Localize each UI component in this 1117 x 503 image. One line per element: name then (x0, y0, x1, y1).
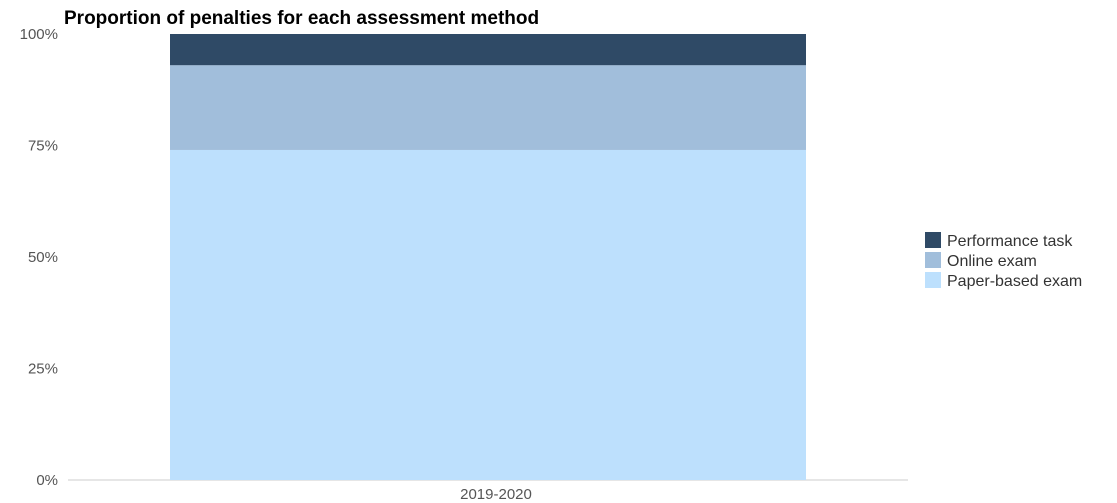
y-axis-tick-labels: 0% 25% 50% 75% 100% (20, 26, 58, 489)
chart-title: Proportion of penalties for each assessm… (64, 8, 539, 29)
legend-swatch (925, 252, 941, 268)
y-tick-label: 0% (36, 472, 58, 489)
bar-segment-paper-based-exam (170, 149, 806, 480)
legend-swatch (925, 272, 941, 288)
x-tick-label: 2019-2020 (460, 486, 532, 503)
y-tick-label: 100% (20, 26, 58, 43)
x-axis-tick-labels: 2019-2020 (460, 486, 532, 503)
legend: Performance task Online exam Paper-based e… (925, 232, 1082, 290)
bar-segments (170, 34, 806, 480)
y-tick-label: 50% (28, 249, 58, 266)
legend-label: Paper-based exam (947, 273, 1082, 290)
legend-swatch (925, 232, 941, 248)
legend-label: Online exam (947, 253, 1037, 270)
bar-segment-online-exam (170, 65, 806, 150)
y-tick-label: 25% (28, 361, 58, 378)
legend-label: Performance task (947, 233, 1073, 250)
bar-segment-performance-task (170, 34, 806, 66)
y-tick-label: 75% (28, 138, 58, 155)
